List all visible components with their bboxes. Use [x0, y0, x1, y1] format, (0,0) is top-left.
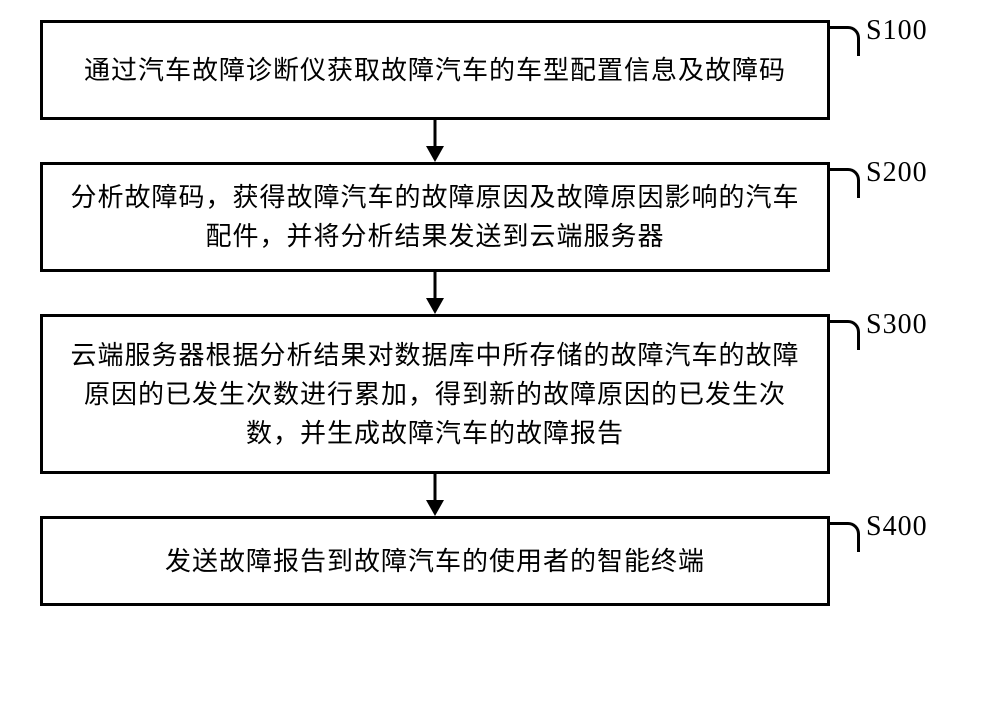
step-box: 发送故障报告到故障汽车的使用者的智能终端 [40, 516, 830, 606]
step-text: 发送故障报告到故障汽车的使用者的智能终端 [165, 542, 705, 581]
arrow-head-icon [426, 298, 444, 314]
arrow-down [40, 120, 830, 162]
step-text: 通过汽车故障诊断仪获取故障汽车的车型配置信息及故障码 [84, 51, 786, 90]
label-connector: S300 [830, 320, 928, 350]
step-label: S100 [866, 15, 928, 47]
step-row: 发送故障报告到故障汽车的使用者的智能终端 S400 [40, 516, 960, 606]
flowchart-container: 通过汽车故障诊断仪获取故障汽车的车型配置信息及故障码 S100 分析故障码，获得故障… [40, 20, 960, 606]
arrow-line [434, 120, 437, 148]
step-box: 分析故障码，获得故障汽车的故障原因及故障原因影响的汽车配件，并将分析结果发送到云… [40, 162, 830, 272]
step-row: 云端服务器根据分析结果对数据库中所存储的故障汽车的故障原因的已发生次数进行累加，… [40, 314, 960, 474]
step-box: 云端服务器根据分析结果对数据库中所存储的故障汽车的故障原因的已发生次数进行累加，… [40, 314, 830, 474]
arrow-head-icon [426, 146, 444, 162]
step-text: 分析故障码，获得故障汽车的故障原因及故障原因影响的汽车配件，并将分析结果发送到云… [67, 178, 803, 256]
step-row: 通过汽车故障诊断仪获取故障汽车的车型配置信息及故障码 S100 [40, 20, 960, 120]
connector-curve [830, 320, 860, 350]
step-label: S300 [866, 309, 928, 341]
arrow-down [40, 474, 830, 516]
connector-curve [830, 522, 860, 552]
step-box: 通过汽车故障诊断仪获取故障汽车的车型配置信息及故障码 [40, 20, 830, 120]
step-text: 云端服务器根据分析结果对数据库中所存储的故障汽车的故障原因的已发生次数进行累加，… [67, 336, 803, 453]
label-connector: S200 [830, 168, 928, 198]
label-connector: S400 [830, 522, 928, 552]
step-row: 分析故障码，获得故障汽车的故障原因及故障原因影响的汽车配件，并将分析结果发送到云… [40, 162, 960, 272]
step-label: S200 [866, 157, 928, 189]
label-connector: S100 [830, 26, 928, 56]
connector-curve [830, 26, 860, 56]
connector-curve [830, 168, 860, 198]
arrow-down [40, 272, 830, 314]
arrow-head-icon [426, 500, 444, 516]
step-label: S400 [866, 511, 928, 543]
arrow-line [434, 474, 437, 502]
arrow-line [434, 272, 437, 300]
